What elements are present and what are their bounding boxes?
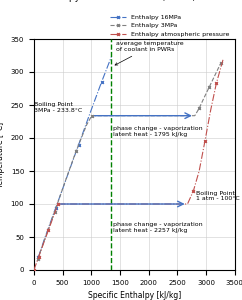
Y-axis label: Temperature [°C]: Temperature [°C] <box>0 122 5 188</box>
Text: Boiling Point
1 atm - 100°C: Boiling Point 1 atm - 100°C <box>196 190 240 201</box>
Text: Boiling Point
3MPa - 233.8°C: Boiling Point 3MPa - 233.8°C <box>34 102 83 113</box>
Title: Enthalpy of Water - 0.1MPa, 3MPa, 16MPa: Enthalpy of Water - 0.1MPa, 3MPa, 16MPa <box>40 0 228 2</box>
Text: average temperature
of coolant in PWRs: average temperature of coolant in PWRs <box>115 41 184 65</box>
Text: phase change - vaporization
latent heat - 1795 kJ/kg: phase change - vaporization latent heat … <box>113 126 203 137</box>
X-axis label: Specific Enthalpy [kJ/kg]: Specific Enthalpy [kJ/kg] <box>88 291 181 300</box>
Legend: Enthalpy 16MPa, Enthalpy 3MPa, Enthalpy atmospheric pressure: Enthalpy 16MPa, Enthalpy 3MPa, Enthalpy … <box>108 12 232 40</box>
Text: phase change - vaporization
latent heat - 2257 kJ/kg: phase change - vaporization latent heat … <box>113 223 203 233</box>
